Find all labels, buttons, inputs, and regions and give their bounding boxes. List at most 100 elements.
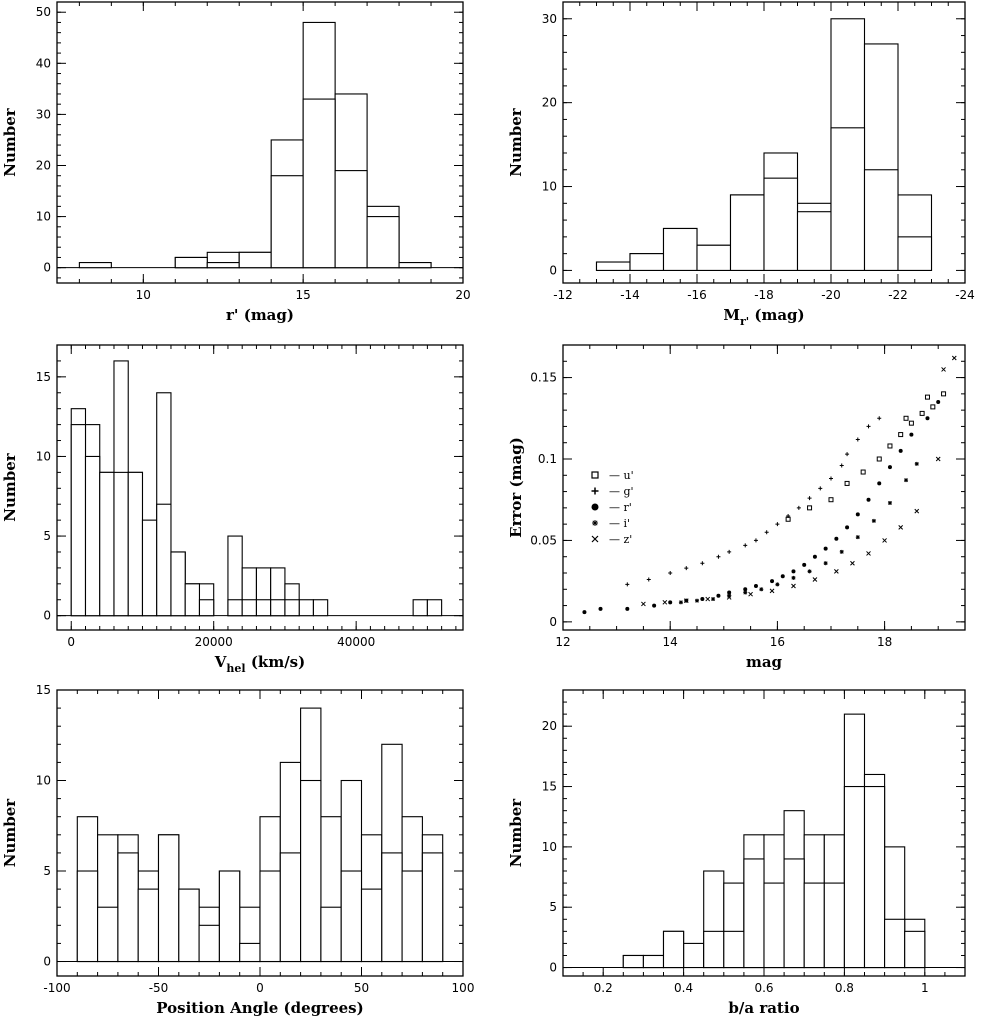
x-axis-label: Vhel (km/s) (214, 653, 305, 675)
scatter-point (753, 584, 758, 589)
y-tick-label: 0 (549, 263, 557, 277)
y-tick-label: 0.1 (538, 452, 557, 466)
scatter-point (625, 606, 630, 611)
hatched-bar (300, 779, 322, 963)
legend-label: — g' (609, 485, 634, 498)
y-tick-label: 0 (549, 615, 557, 629)
hatched-bar (696, 244, 732, 271)
y-tick-label: 5 (43, 864, 51, 878)
y-tick-label: 0 (43, 609, 51, 623)
hatched-bar (904, 930, 926, 969)
hatched-bar (238, 251, 272, 269)
x-tick-label: 0.4 (674, 981, 693, 995)
scatter-point (786, 514, 791, 518)
scatter-point (845, 452, 850, 457)
y-tick-label: 10 (542, 840, 557, 854)
scatter-point (887, 465, 892, 470)
hatched-bar (662, 930, 685, 969)
legend-label: — i' (609, 517, 630, 530)
scatter-point (807, 505, 813, 511)
hatched-bar (70, 424, 87, 617)
scatter-point (695, 598, 699, 603)
scatter-point (839, 549, 844, 554)
hatched-bar (830, 127, 866, 271)
hatched-bar (662, 227, 698, 271)
y-axis-label: Number (507, 798, 525, 868)
scatter-point (860, 469, 866, 475)
scatter-point (866, 551, 871, 556)
plot-frame (56, 1, 464, 284)
scatter-point (823, 546, 828, 551)
scatter-point (759, 587, 764, 592)
hatched-bar (127, 471, 144, 617)
scatter-point (877, 481, 882, 486)
hatched-bar (198, 599, 215, 617)
x-tick-label: 12 (555, 635, 570, 649)
scatter-point (855, 437, 860, 442)
hatched-bar (334, 170, 368, 269)
scatter-point (807, 496, 812, 501)
x-tick-label: -24 (955, 288, 975, 302)
scatter-point (598, 606, 603, 611)
x-tick-label: 10 (136, 288, 151, 302)
scatter-point (705, 596, 711, 602)
y-tick-label: 30 (542, 12, 557, 26)
hatched-bar (763, 882, 785, 969)
y-axis-label: Number (1, 452, 19, 522)
legend-symbol (592, 520, 598, 526)
hatched-bar (863, 785, 886, 969)
scatter-point (764, 530, 769, 535)
scatter-point (908, 420, 914, 426)
hatched-bar (884, 918, 906, 969)
hatched-bar (398, 262, 432, 269)
plot-frame (562, 344, 966, 631)
scatter-point (727, 593, 732, 598)
scatter-point (753, 538, 758, 543)
x-axis-label: r' (mag) (226, 306, 294, 324)
hatched-bar (270, 175, 304, 269)
scatter-point (802, 562, 807, 567)
scatter-point (748, 591, 753, 597)
scatter-point (919, 410, 925, 416)
hatched-bar (340, 870, 363, 963)
legend-label: — r' (609, 501, 632, 514)
scatter-point (582, 610, 587, 615)
x-tick-label: -18 (754, 288, 774, 302)
scatter-point (812, 577, 818, 582)
hatched-bar (184, 583, 201, 617)
y-axis-label: Error (mag) (507, 437, 525, 538)
scatter-point (700, 597, 705, 602)
panel-errors: — u' — g' — r' — i' — z' 12 14 16 18 0 0.05 0.1 0.15… (507, 344, 966, 671)
scatter-point (882, 538, 887, 543)
legend-symbol (591, 535, 599, 543)
x-tick-label: 20 (455, 288, 470, 302)
legend-label: — z' (609, 533, 632, 546)
y-tick-label: 0 (43, 955, 51, 969)
scatter-point (834, 569, 839, 574)
scatter-point (625, 582, 630, 587)
scatter-point (876, 456, 882, 462)
scatter-point (898, 448, 903, 453)
scatter-point (871, 518, 876, 523)
scatter-point (866, 497, 871, 502)
panel-r-mag: 10 15 20 0 10 20 30 40 50 r' (mag) Number (1, 1, 471, 324)
x-axis-label: Position Angle (degrees) (156, 999, 363, 1017)
scatter-point (898, 432, 904, 438)
y-tick-label: 5 (43, 529, 51, 543)
y-tick-label: 40 (36, 56, 51, 70)
hatched-bar (198, 924, 220, 963)
hatched-bar (703, 930, 725, 969)
panel-abs-mag: -12 -14 -16 -18 -20 -22 -24 0 10 20 30 Mr' (mag) Num… (507, 1, 975, 328)
x-tick-label: -12 (553, 288, 573, 302)
hatched-bar (595, 261, 631, 271)
hatched-bar (366, 216, 400, 269)
y-tick-label: 20 (542, 719, 557, 733)
hatched-bar (141, 519, 158, 617)
hatched-bar (783, 858, 805, 969)
y-axis-label: Number (507, 107, 525, 177)
scatter-point (716, 554, 721, 559)
scatter-point (818, 486, 823, 491)
hatched-bar (803, 882, 825, 969)
scatter-point (743, 590, 748, 595)
